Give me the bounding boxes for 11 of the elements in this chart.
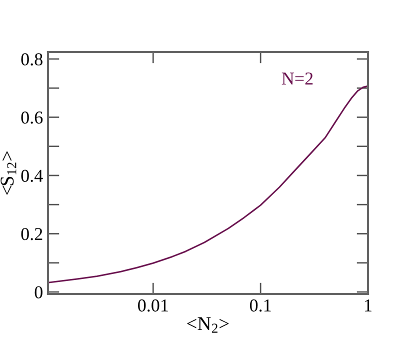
- y-tick-label: 0: [34, 286, 42, 298]
- y-tick-label: 0.4: [21, 170, 43, 182]
- y-tick-label: 0.2: [21, 228, 42, 240]
- annotation: N=2: [282, 72, 313, 84]
- x-tick-label: 1: [365, 299, 372, 312]
- x-tick-label: 0.01: [138, 299, 168, 312]
- y-axis-title: <S$_{12}$>: [0, 151, 16, 195]
- y-tick-label: 0.6: [21, 111, 43, 124]
- y-tick-label: 0.8: [21, 53, 42, 66]
- x-tick-label: 0.1: [250, 299, 271, 312]
- x-axis-title: <N$_{2}$>: [187, 317, 229, 333]
